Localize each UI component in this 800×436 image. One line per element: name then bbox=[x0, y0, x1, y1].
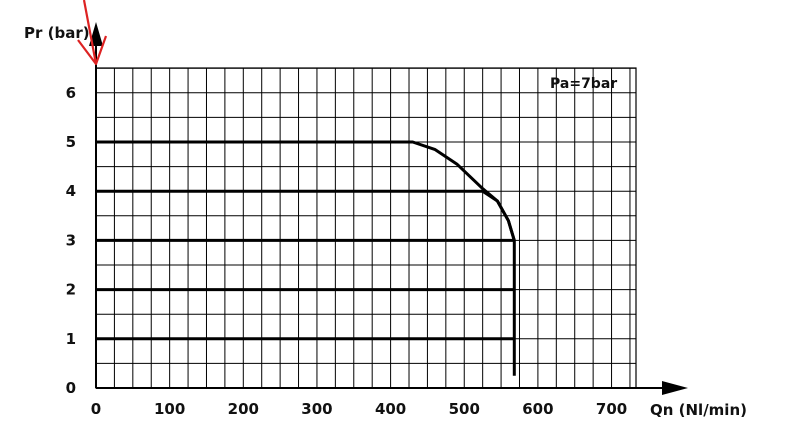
series-group bbox=[96, 140, 516, 376]
y-tick-label: 2 bbox=[66, 281, 76, 299]
x-tick-label: 400 bbox=[375, 400, 406, 418]
x-tick-label: 300 bbox=[301, 400, 332, 418]
red-arrow-shaft bbox=[82, 0, 98, 65]
x-tick-label: 500 bbox=[449, 400, 480, 418]
series-line-2 bbox=[96, 189, 516, 241]
x-tick-label: 100 bbox=[154, 400, 185, 418]
x-axis-arrow bbox=[662, 381, 688, 395]
x-tick-label: 600 bbox=[522, 400, 553, 418]
red-arrow-marker bbox=[77, 0, 108, 66]
axes bbox=[89, 22, 688, 395]
tick-labels: 0 100 200 300 400 500 600 700 0 1 2 3 4 5 6 bbox=[66, 84, 628, 418]
grid bbox=[95, 67, 637, 389]
pa-annotation: Pa=7bar bbox=[550, 76, 617, 92]
y-tick-label: 4 bbox=[66, 182, 76, 200]
red-arrow-head bbox=[77, 35, 108, 66]
series-line-1 bbox=[96, 140, 516, 376]
y-axis-label: Pr (bar) bbox=[24, 24, 90, 42]
y-tick-label: 6 bbox=[66, 84, 76, 102]
y-tick-label: 3 bbox=[66, 231, 76, 249]
y-tick-label: 1 bbox=[66, 330, 76, 348]
y-tick-label: 0 bbox=[66, 379, 76, 397]
x-tick-label: 200 bbox=[228, 400, 259, 418]
x-tick-label: 0 bbox=[91, 400, 101, 418]
x-axis-label: Qn (Nl/min) bbox=[650, 401, 747, 419]
y-tick-label: 5 bbox=[66, 133, 76, 151]
x-tick-label: 700 bbox=[596, 400, 627, 418]
